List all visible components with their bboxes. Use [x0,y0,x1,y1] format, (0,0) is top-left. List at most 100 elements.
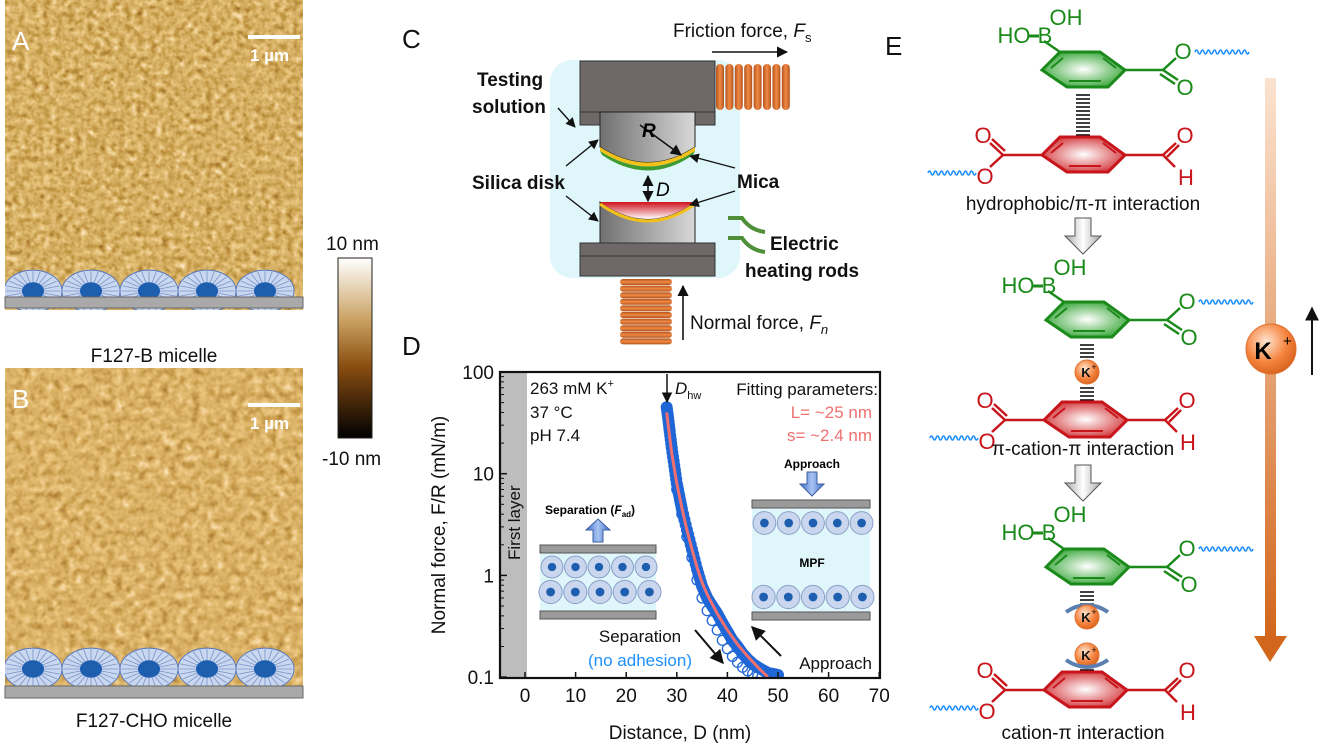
up-arrow-icon [584,518,612,543]
mica-plate [539,610,657,620]
hydrogen-label: H [1180,700,1196,725]
substrate [4,685,304,699]
oxygen-label: O [976,658,993,683]
spring-coil [620,338,672,345]
polymer-chain [1198,299,1254,305]
polymer-chain [1198,546,1254,552]
x-tick-label: 70 [869,686,890,707]
plot-area [660,401,784,678]
friction-spring [716,64,790,110]
first-layer-label: First layer [505,485,524,560]
scale-bar-label: 1 µm [250,46,289,65]
x-tick-label: 20 [616,686,637,707]
oxygen-label: O [1178,536,1195,561]
heating-rod [728,216,766,234]
k-label: K [1081,610,1091,625]
inset-separation-label: Separation (Fad) [545,503,635,519]
approach-label: Approach [799,654,872,673]
separation-label: Separation [599,627,681,646]
panel-a: A 1 µm F127-B micelle [4,0,304,367]
hydroxyl-label: HO [1002,520,1035,545]
condition-k: 263 mM K+ [530,378,614,398]
oxygen-label: O [976,164,993,189]
colorbar: 10 nm -10 nm [322,234,381,470]
inset-approach-label: Approach [784,457,840,471]
polymer-chain [1194,49,1250,55]
spring-coil [781,64,790,110]
step1-label: hydrophobic/π-π interaction [966,194,1200,215]
oxygen-label: O [1178,388,1195,413]
micelle-core [857,592,867,602]
condition-temp: 37 °C [530,403,573,422]
oxygen-label: O [978,699,995,724]
oxygen-label: O [1176,75,1193,100]
x-tick-label: 30 [666,686,687,707]
micelle-core [79,660,103,678]
micelle-core [784,518,794,528]
y-tick-label: 0.1 [468,668,494,689]
k-label: K [1081,365,1091,380]
scale-bar-label: 1 µm [250,414,289,433]
x-axis-title: Distance, D (nm) [609,723,752,743]
hydroxyl-label: OH [1050,5,1083,30]
polymer-chain [927,170,977,176]
fit-title: Fitting parameters: [736,380,878,399]
gray-arrow-icon [1063,464,1103,502]
exchange-arrow-icon [1064,658,1110,669]
hydroxyl-label: OH [1054,502,1087,527]
normal-force-label: Normal force, Fn [690,313,828,337]
spring-coil [620,318,672,325]
polymer-chain [929,705,979,711]
caption-a: F127-B micelle [91,346,218,367]
fit-s: s= ~2.4 nm [787,426,872,445]
micelle-core [594,562,604,572]
micelle-core [21,660,45,678]
spring-coil [725,64,734,110]
y-tick-label: 1 [483,566,494,587]
first-layer-band [500,372,527,678]
spring-coil [620,285,672,292]
solution-label: solution [472,97,546,118]
x-tick-label: 50 [767,686,788,707]
spring-coil [620,325,672,332]
k-plus: + [1091,362,1096,372]
oxygen-label: O [1178,658,1195,683]
spring-coil [620,298,672,305]
micelle-core [595,587,605,597]
mica-label: Mica [737,172,780,193]
oxygen-label: O [1180,572,1197,597]
down-arrowhead-icon [1254,636,1287,662]
hydrogen-label: H [1180,430,1196,455]
boron-label: B [1042,273,1057,298]
micelle-core [857,518,866,528]
x-tick-label: 40 [717,686,738,707]
mica-plate [751,611,871,621]
colorbar-max: 10 nm [326,234,379,255]
upper-holder [579,60,716,114]
axes: 0 10 20 30 40 50 60 70 0.1 1 10 100 [462,363,889,707]
radius-label: R [642,121,656,142]
hydroxyl-label: OH [1054,255,1087,280]
micelle-core [21,282,45,300]
heating-rod [728,236,766,254]
afm-image-a [5,0,303,310]
mica-plate [539,544,657,554]
friction-force-label: Friction force, Fs [673,21,812,45]
boron-label: B [1038,23,1053,48]
oxygen-label: O [1176,123,1193,148]
micelle-core [546,587,556,597]
y-tick-label: 100 [462,363,494,384]
distance-label: D [656,180,670,201]
substrate [4,296,304,309]
micelle-core [641,562,651,572]
spring-coil [620,331,672,338]
panel-b: B 1 µm F127-CHO micelle [4,368,304,732]
micelle-core [832,518,842,528]
x-tick-label: 0 [520,686,531,707]
k-label: K [1254,338,1272,365]
micelle-core [195,660,219,678]
micelle-core [618,562,627,572]
spring-coil [620,292,672,299]
plot-frame [498,370,882,680]
